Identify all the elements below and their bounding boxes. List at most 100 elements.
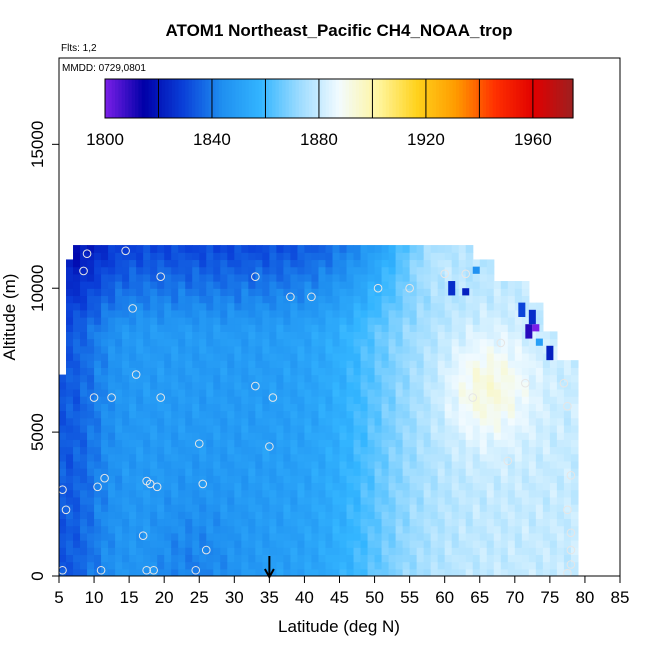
heatmap-cell — [528, 475, 537, 484]
heatmap-cell — [458, 453, 467, 462]
heatmap-cell — [157, 532, 165, 541]
heatmap-cell — [423, 547, 432, 556]
heatmap-cell — [213, 345, 221, 354]
heatmap-cell — [115, 374, 123, 383]
heatmap-cell — [416, 317, 425, 325]
heatmap-cell — [122, 410, 130, 419]
heatmap-cell — [94, 446, 102, 455]
heatmap-cell — [311, 424, 320, 433]
heatmap-cell — [276, 547, 284, 556]
heatmap-cell — [493, 525, 502, 534]
heatmap-cell — [129, 554, 137, 563]
heatmap-cell — [178, 388, 186, 397]
heatmap-cell — [311, 360, 320, 368]
heatmap-cell — [164, 561, 172, 570]
colorbar-swatch — [175, 79, 180, 118]
heatmap-cell — [416, 288, 425, 297]
heatmap-cell — [395, 453, 404, 462]
heatmap-cell — [472, 417, 481, 426]
heatmap-cell — [129, 352, 137, 361]
heatmap-cell — [430, 245, 439, 253]
heatmap-cell — [262, 540, 270, 548]
heatmap-cell — [199, 367, 207, 376]
heatmap-cell — [255, 453, 263, 462]
heatmap-cell — [451, 352, 460, 361]
colorbar-swatch — [205, 79, 210, 118]
heatmap-cell — [220, 403, 228, 412]
heatmap-cell — [465, 245, 474, 253]
heatmap-cell — [192, 568, 200, 576]
heatmap-cell — [395, 273, 404, 282]
heatmap-cell — [472, 525, 481, 534]
heatmap-cell — [542, 432, 551, 440]
heatmap-cell — [346, 453, 355, 462]
heatmap-cell — [297, 504, 306, 512]
heatmap-cell — [318, 518, 327, 527]
heatmap-cell — [444, 295, 453, 304]
heatmap-cell — [500, 554, 509, 563]
heatmap-cell — [388, 511, 397, 520]
heatmap-cell — [234, 532, 242, 541]
heatmap-cell — [87, 410, 95, 419]
heatmap-cell — [234, 360, 242, 368]
heatmap-cell — [269, 295, 277, 304]
heatmap-cell — [87, 345, 95, 354]
heatmap-cell — [549, 511, 558, 520]
heatmap-cell — [164, 518, 172, 527]
heatmap-cell — [283, 518, 292, 527]
heatmap-cell — [381, 266, 390, 275]
heatmap-cell — [283, 439, 292, 448]
heatmap-cell — [339, 281, 348, 289]
heatmap-cell — [150, 518, 158, 527]
heatmap-cell — [185, 252, 193, 261]
heatmap-cell — [325, 360, 334, 368]
heatmap-cell — [416, 381, 425, 390]
heatmap-cell — [108, 460, 116, 469]
heatmap-cell — [255, 460, 263, 469]
heatmap-cell — [150, 302, 158, 311]
heatmap-cell — [402, 381, 411, 390]
heatmap-cell — [409, 475, 418, 484]
heatmap-cell — [178, 273, 186, 282]
heatmap-cell — [472, 324, 481, 332]
heatmap-cell — [472, 281, 481, 289]
heatmap-cell — [192, 518, 200, 527]
heatmap-cell — [332, 288, 341, 297]
heatmap-cell — [262, 547, 270, 556]
heatmap-cell — [297, 403, 306, 412]
heatmap-cell — [66, 331, 74, 340]
heatmap-cell — [150, 554, 158, 563]
heatmap-cell — [493, 489, 502, 498]
heatmap-cell — [486, 288, 495, 297]
heatmap-cell — [360, 331, 369, 340]
heatmap-cell — [129, 446, 137, 455]
heatmap-cell — [479, 432, 488, 440]
heatmap-cell — [311, 288, 320, 297]
heatmap-cell — [262, 317, 270, 325]
heatmap-cell — [269, 302, 277, 311]
heatmap-cell — [213, 388, 221, 397]
heatmap-cell — [248, 338, 256, 347]
heatmap-cell — [59, 468, 67, 476]
heatmap-cell — [115, 482, 123, 491]
heatmap-cell — [94, 475, 102, 484]
heatmap-cell — [451, 259, 460, 268]
heatmap-cell — [430, 496, 439, 505]
heatmap-cell — [325, 547, 334, 556]
heatmap-cell — [59, 511, 67, 520]
colorbar-swatch — [118, 79, 123, 118]
heatmap-cell — [115, 381, 123, 390]
heatmap-cell — [115, 417, 123, 426]
heatmap-cell — [304, 468, 313, 476]
heatmap-cell — [227, 540, 235, 548]
heatmap-cell — [521, 424, 530, 433]
heatmap-cell — [129, 417, 137, 426]
observation-point — [59, 565, 67, 575]
heatmap-cell — [108, 317, 116, 325]
heatmap-cell — [297, 281, 306, 289]
heatmap-cell — [220, 525, 228, 534]
heatmap-cell — [402, 288, 411, 297]
heatmap-cell — [157, 374, 165, 383]
heatmap-cell — [129, 324, 137, 332]
heatmap-cell — [283, 460, 292, 469]
